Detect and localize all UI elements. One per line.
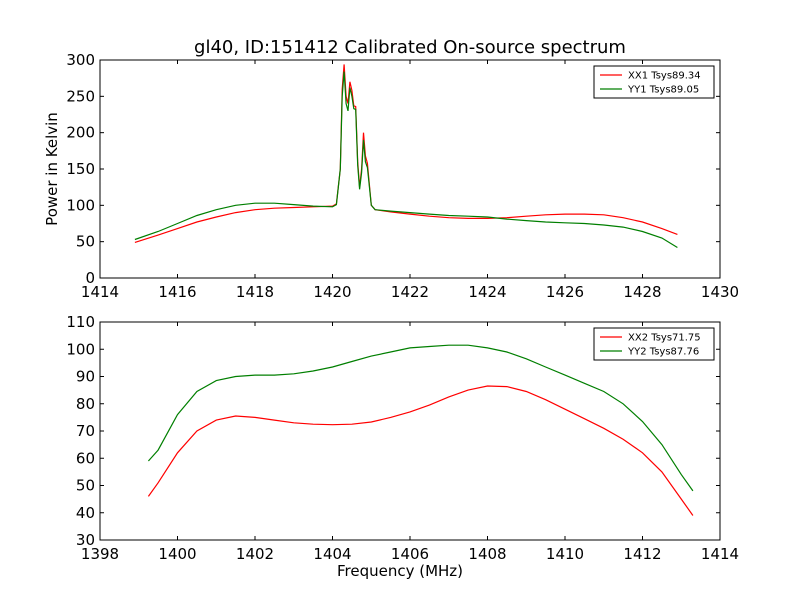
y-tick-label: 200 (66, 124, 95, 142)
x-tick-label: 1416 (158, 283, 196, 301)
y-tick-label: 100 (66, 340, 95, 358)
y-tick-label: 60 (76, 449, 95, 467)
x-tick-label: 1414 (81, 283, 119, 301)
y-tick-label: 250 (66, 87, 95, 105)
x-tick-label: 1414 (701, 545, 739, 563)
y-tick-label: 40 (76, 504, 95, 522)
series-line-yy2 (147, 344, 694, 492)
y-tick-label: 30 (76, 531, 95, 549)
x-tick-label: 1422 (391, 283, 429, 301)
y-tick-label: 80 (76, 395, 95, 413)
legend-label: XX2 Tsys71.75 (628, 333, 701, 344)
x-tick-label: 1418 (236, 283, 274, 301)
x-tick-label: 1412 (623, 545, 661, 563)
series-line-xx2 (147, 385, 694, 516)
x-tick-label: 1408 (468, 545, 506, 563)
x-tick-label: 1420 (313, 283, 351, 301)
y-tick-label: 50 (76, 233, 95, 251)
legend-label: YY1 Tsys89.05 (627, 85, 699, 96)
x-tick-label: 1398 (81, 545, 119, 563)
legend-box (593, 327, 715, 361)
series-line-yy1 (134, 71, 678, 249)
legend: XX2 Tsys71.75 YY2 Tsys87.76 (593, 327, 715, 361)
y-tick-label: 150 (66, 160, 95, 178)
chart-title: gl40, ID:151412 Calibrated On-source spe… (194, 37, 626, 58)
x-tick-label: 1410 (546, 545, 584, 563)
y-tick-label: 100 (66, 196, 95, 214)
x-axis-label: Frequency (MHz) (337, 562, 463, 580)
x-tick-label: 1406 (391, 545, 429, 563)
y-tick-label: 50 (76, 477, 95, 495)
x-tick-label: 1424 (468, 283, 506, 301)
subplot-2: 1398 1400 1402 1404 1406 1408 1410 1412 1414 30 40… (66, 313, 739, 580)
plots: 1414 1416 1418 1420 1422 1424 1426 1428 14300501… (43, 51, 739, 580)
y-tick-label: 110 (66, 313, 95, 331)
legend: XX1 Tsys89.34 YY1 Tsys89.05 (593, 65, 715, 99)
x-tick-label: 1400 (158, 545, 196, 563)
x-tick-label: 1430 (701, 283, 739, 301)
y-axis-label: Power in Kelvin (43, 112, 61, 226)
legend-box (593, 65, 715, 99)
y-tick-label: 90 (76, 368, 95, 386)
legend-label: YY2 Tsys87.76 (627, 347, 699, 358)
subplot-1: 1414 1416 1418 1420 1422 1424 1426 1428 1430 0 50 1… (43, 51, 739, 301)
legend-label: XX1 Tsys89.34 (628, 71, 701, 82)
y-tick-label: 70 (76, 422, 95, 440)
y-tick-label: 300 (66, 51, 95, 69)
x-tick-label: 1402 (236, 545, 274, 563)
x-tick-label: 1404 (313, 545, 351, 563)
y-tick-label: 0 (85, 269, 95, 287)
x-tick-label: 1428 (623, 283, 661, 301)
x-tick-label: 1426 (546, 283, 584, 301)
